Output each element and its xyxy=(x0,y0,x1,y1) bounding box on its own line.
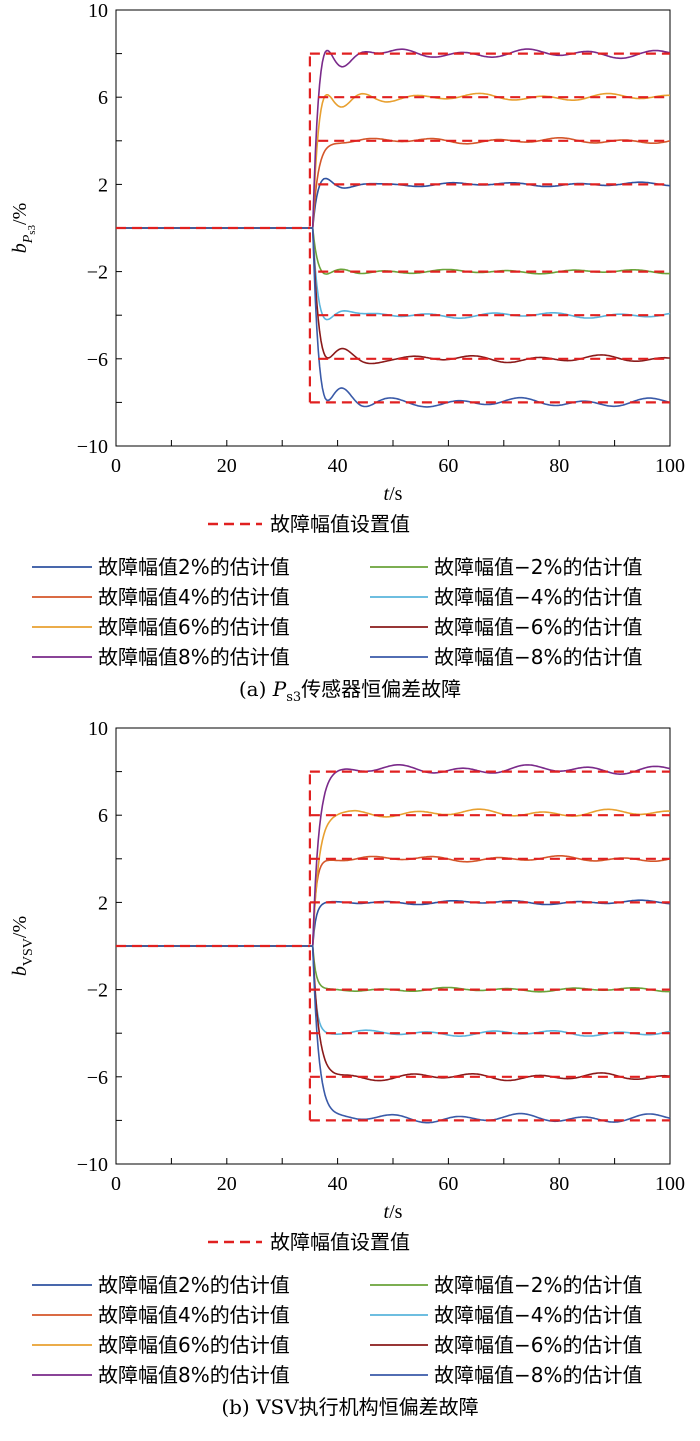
legend-label: 故障幅值−4%的估计值 xyxy=(434,585,643,609)
legend-label: 故障幅值−6%的估计值 xyxy=(434,615,643,639)
y-tick-label: 6 xyxy=(98,805,108,827)
series-line xyxy=(116,808,671,947)
legend-b: 故障幅值设置值故障幅值2%的估计值故障幅值4%的估计值故障幅值6%的估计值故障幅… xyxy=(32,1230,643,1387)
y-tick-label: −6 xyxy=(87,1067,108,1089)
series-line xyxy=(116,945,671,1124)
tick-labels-b: 10 6 2 −2 −6 −100 20 40 60 80 100 xyxy=(77,718,685,1195)
series-line xyxy=(116,227,671,408)
caption-suffix: 传感器恒偏差故障 xyxy=(301,677,461,701)
y-axis-sub: P xyxy=(21,234,36,244)
y-axis-sub: VSV xyxy=(21,938,36,966)
x-axis-label-b: t/s xyxy=(384,1201,403,1223)
series-line xyxy=(116,945,671,1037)
y-axis-subsub: s3 xyxy=(26,224,38,234)
legend-label: 故障幅值−2%的估计值 xyxy=(434,555,643,579)
y-axis-symbol: b xyxy=(9,966,31,976)
legend-a: 故障幅值设置值故障幅值2%的估计值故障幅值4%的估计值故障幅值6%的估计值故障幅… xyxy=(32,512,643,669)
y-tick-label: −10 xyxy=(77,436,108,458)
caption-subscript: s3 xyxy=(286,690,301,705)
series-line xyxy=(116,227,671,365)
y-tick-label: 6 xyxy=(98,87,108,109)
y-tick-label: 2 xyxy=(98,892,108,914)
y-axis-label-a: bPs3/% xyxy=(9,203,38,254)
figure-caption: (a) Ps3传感器恒偏差故障 xyxy=(239,677,461,705)
chart-panel-b: 10 6 2 −2 −6 −10 0 20 40 60 80 100 bVSV/% t/s 故障幅值设… xyxy=(0,718,700,1438)
chart-b-svg: 10 6 2 −2 −6 −100 20 40 60 80 100 bVSV/% t/s 故障幅值设… xyxy=(9,718,685,1419)
legend-label: 故障幅值2%的估计值 xyxy=(98,1273,290,1297)
x-tick-label: 100 xyxy=(655,1173,685,1195)
legend-label: 故障幅值8%的估计值 xyxy=(98,645,290,669)
series-line xyxy=(116,764,671,947)
x-tick-label: 60 xyxy=(438,1173,458,1195)
legend-label: 故障幅值−8%的估计值 xyxy=(434,1363,643,1387)
figure-caption: (b) VSV执行机构恒偏差故障 xyxy=(221,1395,478,1419)
x-axis-unit: /s xyxy=(389,483,403,505)
y-tick-label: 10 xyxy=(88,0,108,22)
y-axis-unit: /% xyxy=(9,916,31,938)
y-axis-label: bVSV/% xyxy=(9,916,36,976)
x-tick-label: 40 xyxy=(328,455,348,477)
x-axis-symbol: t xyxy=(384,483,390,505)
caption-symbol: P xyxy=(272,677,287,701)
x-axis-label: t/s xyxy=(384,483,403,505)
series-group-a xyxy=(116,48,671,408)
series-line xyxy=(116,227,671,321)
legend-label: 故障幅值2%的估计值 xyxy=(98,555,290,579)
legend-setpoint-label: 故障幅值设置值 xyxy=(270,1230,410,1254)
y-axis-symbol: b xyxy=(9,243,31,253)
series-line xyxy=(116,855,671,947)
series-line xyxy=(116,227,670,275)
x-axis-label-a: t/s xyxy=(384,483,403,505)
tick-labels-a: 10 6 2 −2 −6 −100 20 40 60 80 100 xyxy=(77,0,685,477)
x-tick-label: 0 xyxy=(111,455,121,477)
legend-label: 故障幅值4%的估计值 xyxy=(98,585,290,609)
legend-label: 故障幅值−6%的估计值 xyxy=(434,1333,643,1357)
legend-label: 故障幅值8%的估计值 xyxy=(98,1363,290,1387)
series-line xyxy=(116,92,671,229)
caption-b: (b) VSV执行机构恒偏差故障 xyxy=(221,1395,478,1419)
series-line xyxy=(116,945,670,993)
series-group-b xyxy=(116,764,671,1124)
series-line xyxy=(116,137,671,229)
y-axis-label-text: bVSV/% xyxy=(9,916,36,976)
legend-label: 故障幅值−4%的估计值 xyxy=(434,1303,643,1327)
x-axis-symbol: t xyxy=(384,1201,390,1223)
series-line xyxy=(116,177,671,229)
y-tick-label: −6 xyxy=(87,349,108,371)
x-tick-label: 60 xyxy=(438,455,458,477)
x-axis-label: t/s xyxy=(384,1201,403,1223)
y-tick-label: −2 xyxy=(87,262,108,284)
y-tick-label: −10 xyxy=(77,1154,108,1176)
caption-a: (a) Ps3传感器恒偏差故障 xyxy=(239,677,461,705)
chart-panel-a: 10 6 2 −2 −6 −10 0 20 40 60 80 100 bPs3/% t/s 故障幅值设… xyxy=(0,0,700,720)
x-tick-label: 0 xyxy=(111,1173,121,1195)
y-tick-label: 10 xyxy=(88,718,108,740)
caption-prefix: (a) xyxy=(239,677,273,701)
y-axis-label-b: bVSV/% xyxy=(9,916,36,976)
series-line xyxy=(116,945,671,1082)
legend-label: 故障幅值−8%的估计值 xyxy=(434,645,643,669)
y-tick-label: −2 xyxy=(87,980,108,1002)
series-line xyxy=(116,48,671,229)
y-axis-unit: /% xyxy=(9,203,31,225)
legend-setpoint-label: 故障幅值设置值 xyxy=(270,512,410,536)
series-line xyxy=(116,899,671,947)
legend-label: 故障幅值6%的估计值 xyxy=(98,615,290,639)
y-axis-label: bPs3/% xyxy=(9,203,38,254)
x-tick-label: 100 xyxy=(655,455,685,477)
legend-label: 故障幅值4%的估计值 xyxy=(98,1303,290,1327)
legend-label: 故障幅值−2%的估计值 xyxy=(434,1273,643,1297)
legend-label: 故障幅值6%的估计值 xyxy=(98,1333,290,1357)
y-axis-label-text: bPs3/% xyxy=(9,203,38,254)
x-tick-label: 40 xyxy=(328,1173,348,1195)
x-axis-unit: /s xyxy=(389,1201,403,1223)
y-tick-label: 2 xyxy=(98,174,108,196)
x-tick-label: 80 xyxy=(549,1173,569,1195)
x-tick-label: 80 xyxy=(549,455,569,477)
x-tick-label: 20 xyxy=(217,455,237,477)
x-tick-label: 20 xyxy=(217,1173,237,1195)
